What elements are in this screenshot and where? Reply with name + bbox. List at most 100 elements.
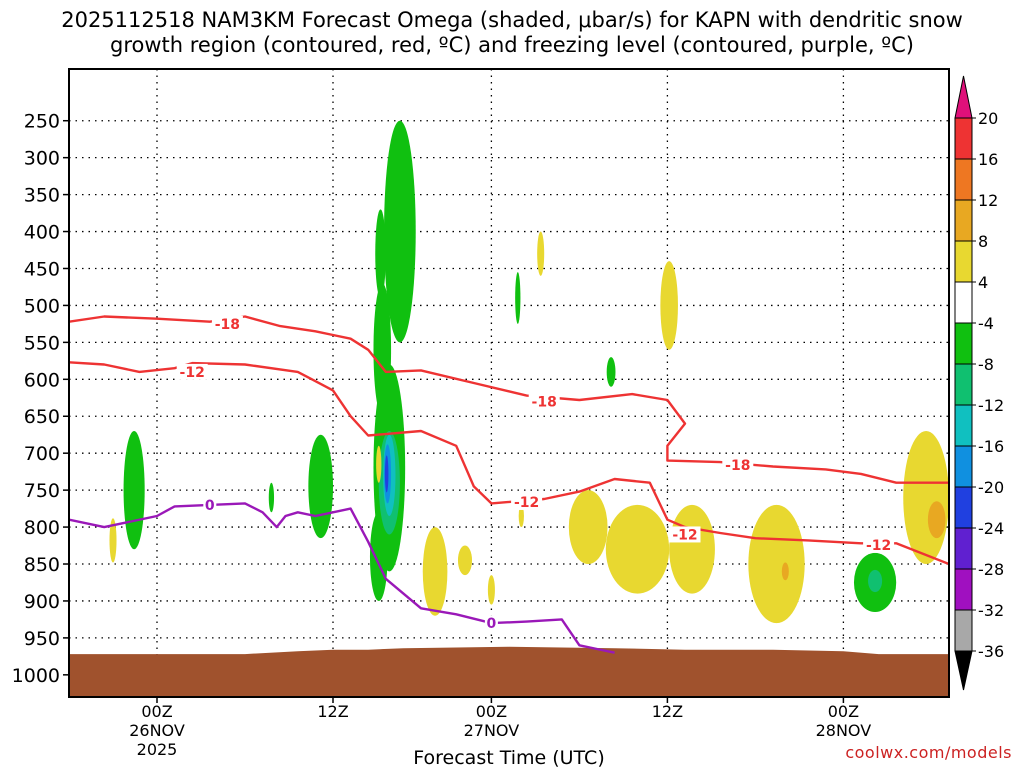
colorbar-cell-0 (954, 117, 973, 160)
y-tick-label-9: 700 (24, 443, 60, 465)
colorbar-cell-10 (954, 527, 973, 570)
colorbar-label-11: -28 (978, 560, 1004, 579)
y-tick-label-2: 350 (24, 185, 60, 207)
x-tick-label-2-0: 00Z (476, 702, 507, 721)
y-tick-label-14: 950 (24, 628, 60, 650)
omega-blob-11 (268, 482, 275, 513)
omega-blob-23 (568, 490, 608, 565)
y-tick-label-8: 650 (24, 406, 60, 428)
colorbar-label-9: -20 (978, 478, 1004, 497)
omega-blob-4 (369, 512, 388, 601)
y-tick-label-13: 900 (24, 591, 60, 613)
contour-dendritic-growth-bottom (69, 361, 949, 566)
plot-background (69, 69, 949, 697)
omega-blob-12 (515, 272, 521, 324)
omega-blob-20 (487, 575, 495, 605)
colorbar-cell-3 (954, 240, 973, 283)
terrain (69, 646, 949, 697)
contour-label-freezing-level-1: 0 (487, 616, 497, 632)
omega-blob-25 (669, 504, 715, 594)
colorbar-cell-7 (954, 404, 973, 447)
colorbar-label-7: -12 (978, 396, 1004, 415)
colorbar-bottom-arrow (954, 650, 973, 691)
x-tick-label-4-1: 28NOV (816, 721, 872, 740)
y-tick-label-1: 300 (24, 148, 60, 170)
colorbar-label-1: 16 (978, 150, 998, 169)
contour-label-bg (176, 363, 208, 380)
colorbar-label-5: -4 (978, 314, 994, 333)
x-tick-label-0-0: 00Z (141, 702, 172, 721)
contour-label-dendritic-growth-top-1: -18 (532, 394, 557, 410)
contour-freezing-level (69, 502, 615, 654)
x-axis-label: Forecast Time (UTC) (413, 747, 604, 768)
omega-blob-24 (605, 504, 670, 594)
contour-label-dendritic-growth-top-2: -18 (725, 458, 750, 474)
terrain-fill (69, 646, 949, 697)
contour-dendritic-growth-top (69, 315, 949, 484)
x-tick-label-4-0: 00Z (828, 702, 859, 721)
contour-label-bg (203, 496, 217, 513)
colorbar-label-4: 4 (978, 273, 988, 292)
x-tick-label-1-0: 12Z (317, 702, 348, 721)
chart-title-line-1: 2025112518 NAM3KM Forecast Omega (shaded… (61, 8, 963, 32)
y-tick-label-4: 450 (24, 258, 60, 280)
omega-blob-19 (457, 545, 473, 576)
colorbar-cell-8 (954, 445, 973, 488)
x-tick-label-0-2: 2025 (137, 740, 178, 759)
colorbar-cell-9 (954, 486, 973, 529)
colorbar-cell-4 (954, 281, 973, 324)
y-tick-label-7: 600 (24, 369, 60, 391)
y-tick-label-12: 850 (24, 554, 60, 576)
y-tick-label-3: 400 (24, 222, 60, 244)
contour-label-freezing-level-0: 0 (205, 498, 215, 514)
colorbar-cell-5 (954, 322, 973, 365)
colorbar-cell-1 (954, 158, 973, 201)
contour-label-bg (484, 615, 498, 632)
colorbar-label-3: 8 (978, 232, 988, 251)
colorbar-label-6: -8 (978, 355, 994, 374)
colorbar-label-10: -24 (978, 519, 1004, 538)
colorbar-label-8: -16 (978, 437, 1004, 456)
contour-label-dendritic-growth-top-0: -18 (215, 317, 240, 333)
omega-blob-8 (384, 455, 389, 493)
plot-frame (68, 68, 950, 698)
x-tick-label-2-1: 27NOV (464, 721, 520, 740)
y-tick-label-15: 1000 (12, 665, 60, 687)
source-watermark: coolwx.com/models (845, 743, 1012, 762)
x-tick-label-3-0: 12Z (652, 702, 683, 721)
contour-label-bg (669, 526, 701, 543)
omega-blob-1 (384, 120, 416, 343)
chart-title-line-2: growth region (contoured, red, ºC) and f… (110, 33, 914, 57)
colorbar-label-12: -32 (978, 601, 1004, 620)
omega-blob-29 (927, 501, 946, 539)
x-tick-label-0-1: 26NOV (129, 721, 185, 740)
omega-blob-9 (123, 431, 145, 550)
contour-label-dendritic-growth-bottom-0: -12 (180, 365, 205, 381)
colorbar-label-13: -36 (978, 642, 1004, 661)
colorbar-cell-2 (954, 199, 973, 242)
colorbar-cell-6 (954, 363, 973, 406)
grid (69, 69, 949, 697)
omega-blob-0 (375, 209, 386, 299)
omega-blob-17 (376, 445, 382, 483)
y-tick-label-11: 800 (24, 517, 60, 539)
omega-shading (109, 120, 949, 624)
colorbar-label-0: 20 (978, 109, 998, 128)
omega-blob-26 (748, 504, 805, 624)
colorbar: 20 16 12 8 4 -4 -8 -12 -16 -20 -24 -28 -32 -36 (954, 75, 1004, 691)
colorbar-cell-11 (954, 568, 973, 611)
contour-label-bg (211, 315, 243, 332)
y-tick-label-0: 250 (24, 111, 60, 133)
y-tick-label-6: 550 (24, 332, 60, 354)
y-tick-label-5: 500 (24, 295, 60, 317)
colorbar-label-2: 12 (978, 191, 998, 210)
contour-label-bg (722, 457, 754, 474)
colorbar-cell-12 (954, 609, 973, 652)
omega-blob-16 (109, 518, 117, 563)
contour-label-bg (511, 493, 543, 510)
contour-label-bg (528, 393, 560, 410)
omega-blob-10 (308, 434, 333, 539)
omega-blob-18 (422, 527, 448, 616)
